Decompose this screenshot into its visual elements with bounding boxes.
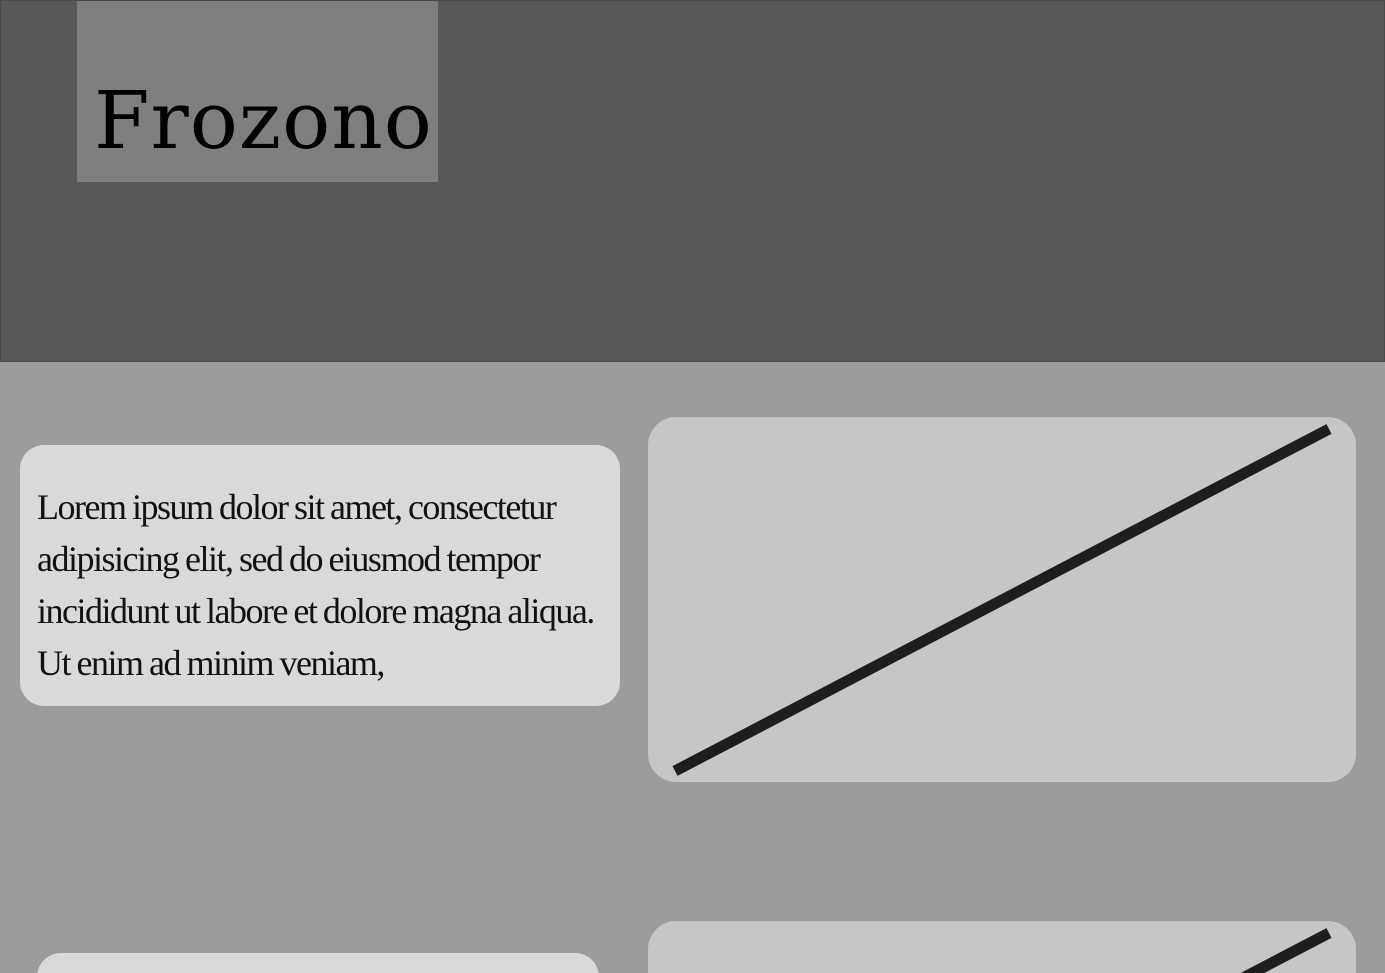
image-placeholder-icon bbox=[672, 424, 1332, 776]
logo[interactable]: Frozono bbox=[77, 1, 438, 182]
logo-text: Frozono bbox=[94, 74, 433, 167]
image-placeholder-icon bbox=[1240, 928, 1332, 973]
image-placeholder bbox=[648, 921, 1356, 973]
text-card bbox=[37, 953, 599, 973]
site-header: Frozono bbox=[0, 0, 1385, 362]
text-card: Lorem ipsum dolor sit amet, consectetur … bbox=[20, 445, 620, 706]
card-text: Lorem ipsum dolor sit amet, consectetur … bbox=[37, 487, 595, 683]
image-placeholder bbox=[648, 417, 1356, 782]
